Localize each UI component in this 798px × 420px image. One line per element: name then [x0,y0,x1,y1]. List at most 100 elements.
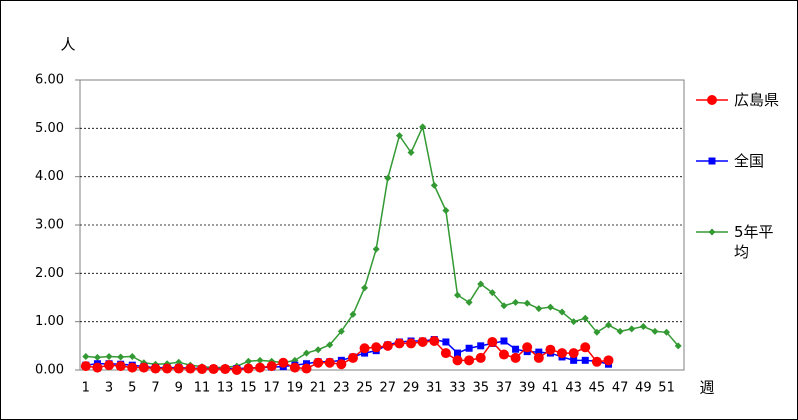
point [361,284,369,292]
point [628,325,636,333]
point [117,353,125,361]
legend-item: 全国 [696,151,764,171]
legend-label: 全国 [734,152,765,170]
y-tick-label: 5.00 [35,121,64,136]
point [523,299,531,307]
x-tick-label: 1 [82,381,90,396]
point [266,361,277,372]
point [303,349,310,357]
series-line [85,124,679,369]
point [256,356,264,364]
x-tick-label: 49 [635,381,652,396]
point [570,356,578,364]
point [477,342,485,350]
point [359,343,370,354]
point [535,305,543,313]
x-tick-label: 43 [565,381,582,396]
point [498,349,509,360]
point [522,342,533,353]
point [442,338,450,346]
x-tick-label: 9 [175,381,183,396]
x-tick-label: 31 [426,381,443,396]
x-tick-label: 17 [263,381,280,396]
y-tick-label: 1.00 [35,314,64,329]
point [440,348,451,359]
point [173,363,184,374]
legend-item: 広島県 [696,90,779,110]
point [255,362,266,373]
point [487,336,498,347]
point [512,345,520,353]
point [707,95,717,105]
x-tick-label: 19 [287,381,304,396]
x-tick-label: 51 [658,381,675,396]
point [419,123,427,131]
point [430,181,438,189]
point [104,360,115,371]
point [429,336,440,346]
point [384,174,392,182]
x-tick-label: 13 [217,381,234,396]
point [603,355,614,366]
x-tick-label: 39 [519,381,536,396]
point [557,348,568,359]
legend-swatch [696,228,728,236]
point [417,336,428,347]
point [708,157,716,165]
point [442,207,450,214]
x-tick-label: 27 [380,381,397,396]
point [105,352,113,360]
series-line [85,338,609,370]
y-tick-label: 3.00 [35,218,64,233]
point [580,342,591,353]
point [591,356,602,367]
point [127,362,138,373]
point [301,363,312,374]
point [674,342,682,350]
point [407,149,415,156]
point [185,363,196,374]
y-unit: 人 [60,36,75,54]
point [337,327,345,335]
point [465,344,473,352]
y-tick-label: 6.00 [35,73,64,88]
point [82,352,90,360]
point [372,245,380,253]
point [406,338,417,349]
x-tick-label: 7 [151,381,159,396]
point [512,298,520,306]
point [581,356,589,364]
point [336,359,347,370]
point [465,298,473,306]
x-tick-label: 11 [194,381,211,396]
point [208,364,219,375]
point [115,361,126,372]
point [347,352,358,363]
point [324,357,335,368]
point [546,303,554,311]
point [708,228,716,236]
point [488,289,496,297]
point [535,348,543,356]
point [231,365,242,375]
x-tick-label: 15 [240,381,257,396]
point [196,364,207,375]
x-tick-label: 37 [496,381,513,396]
point [128,352,136,360]
point [454,291,461,299]
point [92,362,103,373]
point [244,357,252,365]
legend-label: 5年平均 [734,223,774,261]
point [382,340,393,351]
x-tick-label: 47 [612,381,629,396]
x-tick-label: 21 [310,381,327,396]
point [477,280,485,288]
y-tick-label: 0.00 [35,363,64,378]
x-tick-label: 35 [472,381,489,396]
point [371,342,382,353]
x-tick-label: 23 [333,381,350,396]
legend-swatch [696,95,728,105]
point [138,362,149,373]
point [162,363,173,374]
